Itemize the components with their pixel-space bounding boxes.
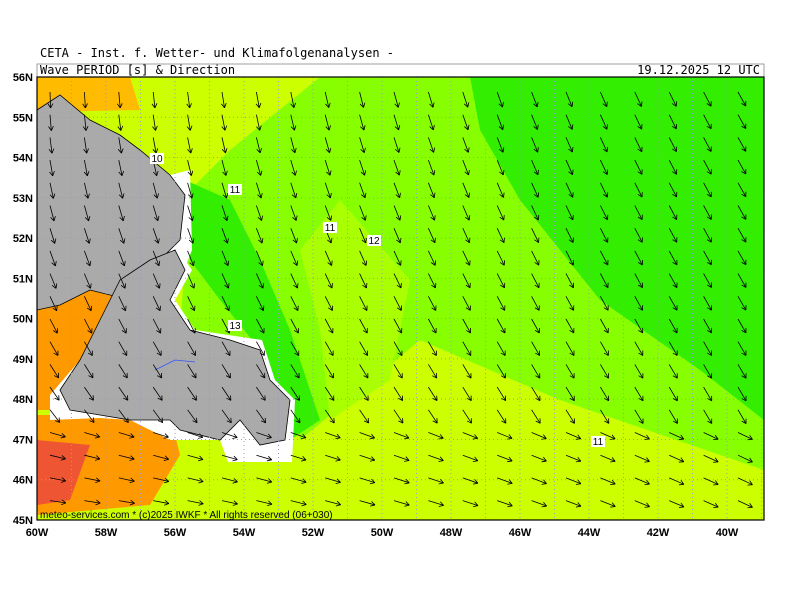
lon-label: 50W <box>371 527 394 539</box>
arrow-head <box>679 462 684 463</box>
lon-label: 44W <box>578 527 601 539</box>
arrow-head <box>610 439 615 440</box>
contour-label: 13 <box>229 321 241 332</box>
lat-label: 47N <box>13 434 33 446</box>
arrow-head <box>538 170 539 175</box>
lat-label: 50N <box>13 314 33 326</box>
lon-label: 60W <box>26 527 49 539</box>
arrow-head <box>297 261 298 266</box>
arrow-head <box>160 283 161 288</box>
lon-label: 56W <box>164 527 187 539</box>
lat-label: 54N <box>13 153 33 165</box>
arrow-head <box>469 215 470 220</box>
arrow-head <box>435 238 436 243</box>
arrow-head <box>231 418 232 423</box>
lat-label: 51N <box>13 273 33 285</box>
contour-label: 11 <box>593 437 604 448</box>
arrow-head <box>607 102 608 107</box>
arrow-head <box>400 238 401 243</box>
subtitle: Wave_PERIOD_[s]_&_Direction <box>40 63 235 77</box>
arrow-head <box>162 418 163 423</box>
lon-label: 48W <box>440 527 463 539</box>
lat-label: 48N <box>13 394 33 406</box>
date: 19.12.2025 12 UTC <box>637 63 760 77</box>
contour-label: 11 <box>325 223 336 234</box>
lat-label: 55N <box>13 112 33 124</box>
lat-label: 46N <box>13 475 33 487</box>
arrow-head <box>572 147 573 152</box>
arrow-head <box>644 439 649 440</box>
lon-label: 58W <box>95 527 118 539</box>
arrow-head <box>194 283 195 288</box>
lon-label: 42W <box>647 527 670 539</box>
lat-label: 53N <box>13 193 33 205</box>
lat-label: 49N <box>13 354 33 366</box>
lat-label: 56N <box>13 72 33 84</box>
lon-label: 54W <box>233 527 256 539</box>
arrow-head <box>679 484 684 485</box>
map-area <box>37 77 764 520</box>
arrow-head <box>196 418 197 423</box>
arrow-head <box>679 507 684 508</box>
lat-label: 52N <box>13 233 33 245</box>
lat-label: 45N <box>13 515 33 527</box>
title: CETA - Inst. f. Wetter- und Klimafolgena… <box>40 46 394 60</box>
arrow-head <box>332 261 333 266</box>
credit: meteo-services.com * (c)2025 IWKF * All … <box>40 510 333 521</box>
arrow-head <box>504 193 505 198</box>
lon-label: 46W <box>509 527 532 539</box>
arrow-head <box>645 462 650 463</box>
lon-label: 52W <box>302 527 325 539</box>
lon-label: 40W <box>716 527 739 539</box>
contour-label: 12 <box>368 236 380 247</box>
contour-label: 11 <box>230 185 241 196</box>
contour-label: 10 <box>151 154 163 165</box>
